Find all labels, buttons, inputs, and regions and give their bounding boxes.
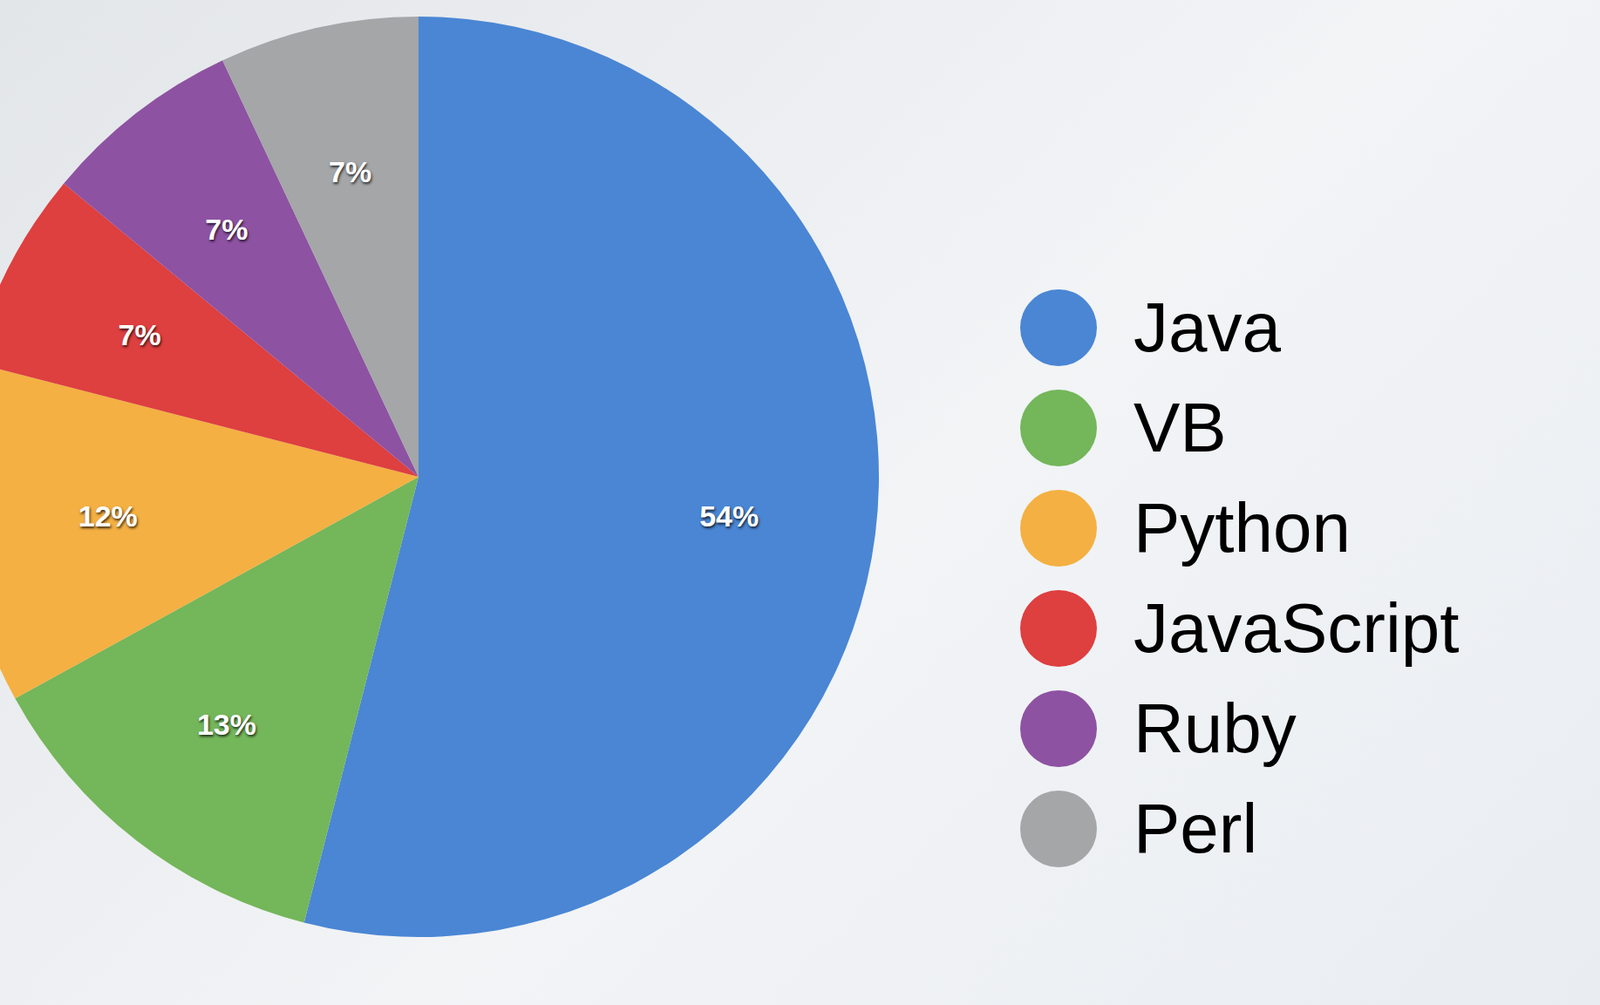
svg-text:12%: 12% (78, 499, 138, 533)
html-text:VB: VB (1133, 388, 1227, 467)
svg-text:7%: 7% (328, 155, 372, 189)
html-text:Java: Java (1133, 288, 1281, 366)
html-text:JavaScript: JavaScript (1133, 588, 1460, 667)
html-text:Ruby: Ruby (1133, 689, 1297, 767)
html-text:Python: Python (1133, 488, 1351, 567)
svg-text:13%: 13% (197, 708, 257, 742)
svg-text:54%: 54% (699, 499, 759, 533)
svg-text:7%: 7% (204, 212, 248, 246)
svg-text:7%: 7% (118, 318, 162, 352)
html-text:Perl: Perl (1133, 789, 1258, 868)
